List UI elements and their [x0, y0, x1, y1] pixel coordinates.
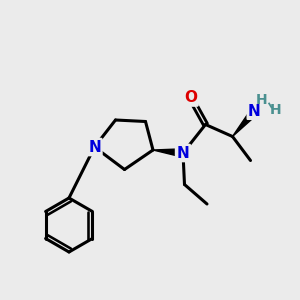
Text: N: N — [88, 140, 101, 154]
Text: H: H — [269, 103, 281, 117]
Polygon shape — [232, 110, 256, 136]
Text: N: N — [177, 146, 189, 160]
Text: H: H — [256, 93, 268, 107]
Polygon shape — [153, 149, 183, 157]
Text: O: O — [184, 90, 197, 105]
Text: N: N — [248, 104, 260, 119]
